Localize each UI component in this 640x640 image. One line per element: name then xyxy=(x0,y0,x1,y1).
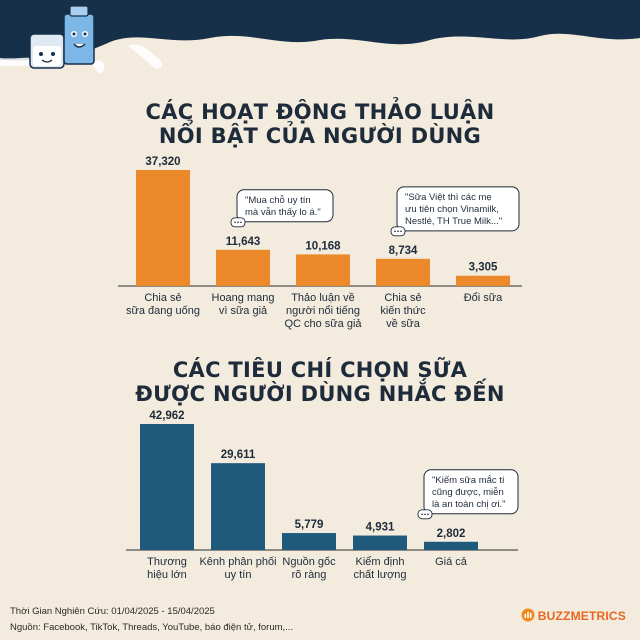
category-label: Giá cả xyxy=(435,556,468,568)
data-label: 2,802 xyxy=(437,528,466,540)
category-label: người nổi tiếng xyxy=(286,305,360,317)
category-label: vì sữa giả xyxy=(219,305,268,317)
category-label: kiến thức xyxy=(380,305,426,317)
milk-carton-mascot-icon xyxy=(63,5,95,65)
chart-title-top-line1: CÁC HOẠT ĐỘNG THẢO LUẬN xyxy=(145,100,495,124)
category-label: Chia sẻ xyxy=(384,292,421,304)
chat-bubble-icon xyxy=(230,217,246,228)
data-label: 8,734 xyxy=(389,245,418,257)
bar xyxy=(216,249,270,286)
footer-period: Thời Gian Nghiên Cứu: 01/04/2025 - 15/04… xyxy=(10,606,215,617)
category-label: uy tín xyxy=(225,569,252,581)
category-label: Nguồn gốc xyxy=(282,556,336,568)
buzzmetrics-logo-icon xyxy=(521,608,535,622)
quote-text: mà vẫn thấy lo á." xyxy=(245,207,321,218)
chart-title-bottom-line1: CÁC TIÊU CHÍ CHỌN SỮA xyxy=(172,358,468,382)
chat-bubble-icon xyxy=(417,509,433,520)
bar xyxy=(282,533,336,550)
bar xyxy=(353,535,407,550)
category-label: hiệu lớn xyxy=(147,569,187,581)
quote-text: ưu tiên chọn Vinamilk, xyxy=(405,204,499,215)
chart-title-top-line2: NỔI BẬT CỦA NGƯỜI DÙNG xyxy=(158,124,482,148)
bar xyxy=(456,275,510,286)
data-label: 5,779 xyxy=(295,519,324,531)
brand-name: BUZZMETRICS xyxy=(537,609,626,623)
category-label: Kênh phân phối xyxy=(199,556,276,568)
category-label: QC cho sữa giả xyxy=(284,318,362,330)
category-label: Thảo luận về xyxy=(291,292,355,304)
bar xyxy=(211,463,265,550)
bar xyxy=(376,258,430,286)
category-label: chất lượng xyxy=(353,569,406,581)
category-label: Kiểm định xyxy=(356,556,405,568)
quote-text: là an toàn chị ơi." xyxy=(432,499,506,510)
data-label: 37,320 xyxy=(145,156,180,168)
quote-text: Nestlé, TH True Milk..." xyxy=(405,216,502,227)
category-label: về sữa xyxy=(386,318,421,330)
data-label: 10,168 xyxy=(305,240,341,252)
bar xyxy=(140,424,194,550)
header-wave xyxy=(0,0,640,74)
brand-logo: BUZZMETRICS xyxy=(521,608,626,623)
data-label: 11,643 xyxy=(226,236,261,248)
data-label: 4,931 xyxy=(366,522,395,534)
footer-sources: Nguồn: Facebook, TikTok, Threads, YouTub… xyxy=(10,622,294,633)
category-label: rõ ràng xyxy=(292,569,327,581)
data-label: 3,305 xyxy=(469,262,498,274)
data-label: 29,611 xyxy=(221,449,256,461)
category-label: Đổi sữa xyxy=(464,292,503,304)
bar xyxy=(424,541,478,550)
category-label: Chia sẻ xyxy=(144,292,181,304)
quote-text: "Kiếm sữa mắc tí xyxy=(432,475,505,486)
bar xyxy=(296,254,350,286)
quote-text: "Mua chỗ uy tín xyxy=(245,195,311,206)
bar xyxy=(136,170,190,286)
chart-title-bottom-line2: ĐƯỢC NGƯỜI DÙNG NHẮC ĐẾN xyxy=(135,382,505,406)
data-label: 42,962 xyxy=(149,410,184,422)
category-label: Thương xyxy=(147,556,187,568)
quote-text: cũng được, miễn xyxy=(432,487,504,498)
category-label: sữa đang uống xyxy=(126,305,200,317)
category-label: Hoang mang xyxy=(212,292,275,304)
chat-bubble-icon xyxy=(390,226,406,237)
quote-text: "Sữa Việt thì các mẹ xyxy=(405,192,492,203)
milk-glass-mascot-icon xyxy=(29,33,65,69)
